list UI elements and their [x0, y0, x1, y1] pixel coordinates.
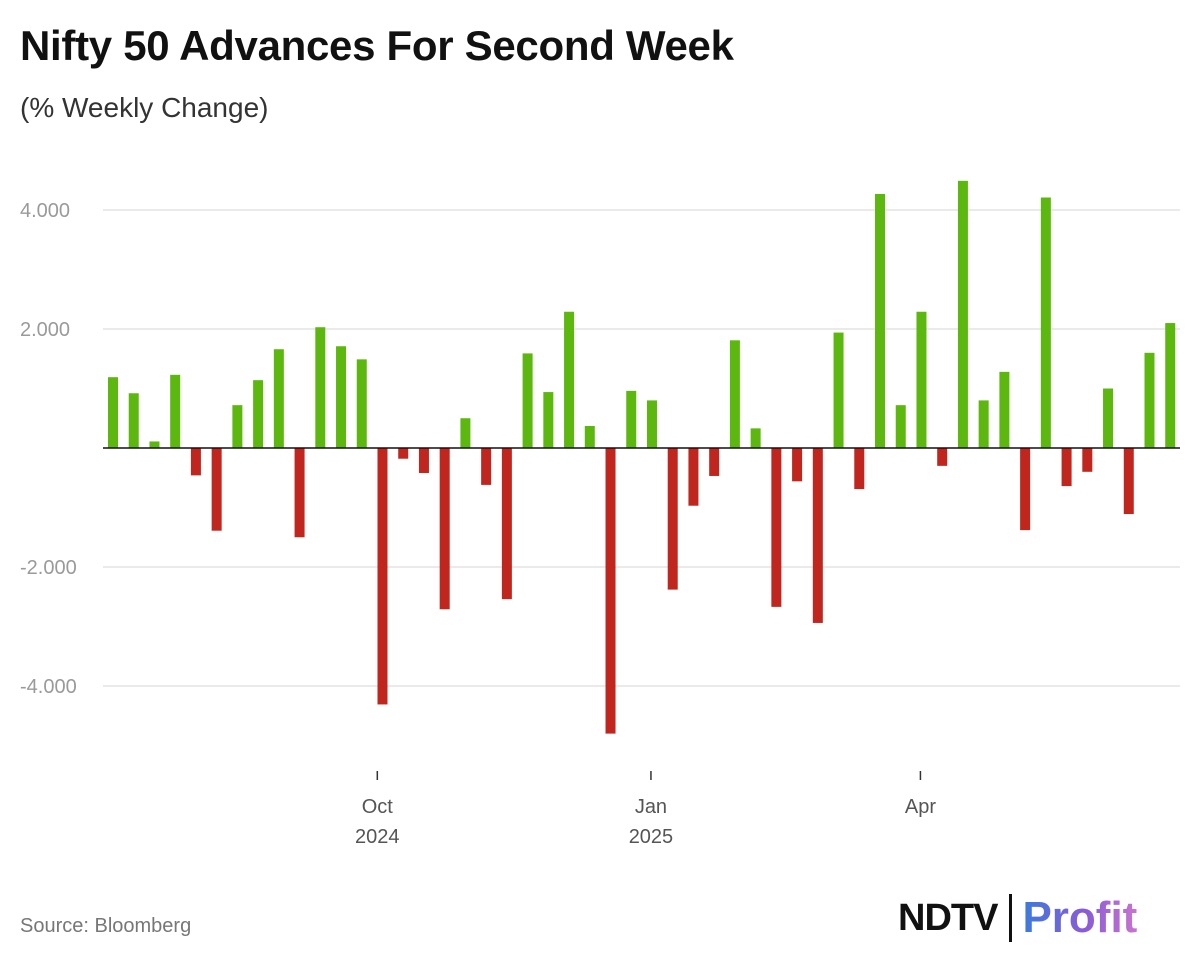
bar-positive: [999, 371, 1010, 448]
x-tick-year-label: 2025: [629, 826, 674, 848]
bar-positive: [646, 400, 657, 448]
bar-positive: [128, 393, 139, 448]
x-tick-label: Jan: [635, 796, 667, 818]
bar-positive: [626, 390, 637, 448]
bars: [108, 180, 1176, 734]
bar-negative: [688, 448, 699, 506]
bar-positive: [833, 332, 844, 448]
logo-ndtv-text: NDTV: [898, 896, 998, 939]
bar-negative: [439, 448, 450, 610]
bar-negative: [709, 448, 720, 476]
bar-positive: [916, 311, 927, 448]
bar-positive: [1040, 197, 1051, 448]
bar-negative: [418, 448, 429, 473]
bar-positive: [895, 405, 906, 448]
bar-positive: [978, 400, 989, 448]
bar-positive: [460, 418, 471, 448]
bar-negative: [1123, 448, 1134, 515]
source-note: Source: Bloomberg: [20, 915, 192, 937]
bar-positive: [522, 353, 533, 448]
bar-positive: [1103, 388, 1114, 448]
bar-positive: [957, 180, 968, 448]
bar-positive: [149, 441, 160, 448]
bar-positive: [356, 359, 367, 449]
bar-negative: [1082, 448, 1093, 472]
ndtv-profit-logo: NDTV Profit: [898, 890, 1137, 946]
bar-negative: [1020, 448, 1031, 531]
bar-negative: [294, 448, 305, 538]
bar-negative: [190, 448, 201, 476]
bar-positive: [1144, 352, 1155, 448]
bar-negative: [771, 448, 782, 607]
x-tick-label: Oct: [362, 796, 394, 818]
bar-positive: [750, 428, 761, 449]
bar-positive: [170, 374, 181, 448]
x-tick-year-label: 2024: [355, 826, 400, 848]
bar-positive: [543, 392, 554, 448]
bar-positive: [336, 346, 347, 448]
gridlines: [103, 209, 1180, 687]
x-tick-label: Apr: [905, 796, 936, 818]
bar-negative: [792, 448, 803, 482]
chart-subtitle: (% Weekly Change): [20, 92, 269, 123]
weekly-change-bar-chart: -4.000 -2.000 2.000 4.000 Oct 2024 Jan 2025 Apr: [20, 180, 1180, 848]
bar-negative: [501, 448, 512, 600]
bar-positive: [729, 340, 740, 449]
bar-positive: [875, 193, 886, 448]
bar-negative: [481, 448, 492, 485]
bar-negative: [937, 448, 948, 466]
bar-positive: [584, 425, 595, 449]
bar-positive: [108, 377, 118, 448]
y-tick-label: -4.000: [20, 676, 77, 698]
bar-negative: [377, 448, 388, 705]
bar-negative: [1061, 448, 1072, 487]
bar-negative: [398, 448, 409, 459]
logo-divider: [1009, 894, 1013, 942]
bar-negative: [605, 448, 616, 734]
bar-positive: [232, 405, 243, 448]
bar-positive: [315, 327, 326, 448]
bar-negative: [667, 448, 678, 590]
axes: -4.000 -2.000 2.000 4.000 Oct 2024 Jan 2025 Apr: [20, 200, 1180, 848]
y-tick-label: 2.000: [20, 319, 70, 341]
chart-title: Nifty 50 Advances For Second Week: [20, 22, 734, 69]
bar-positive: [253, 380, 264, 448]
bar-positive: [564, 311, 575, 448]
y-tick-label: -2.000: [20, 557, 77, 579]
bar-positive: [273, 349, 284, 448]
bar-negative: [211, 448, 222, 531]
bar-negative: [854, 448, 865, 490]
logo-profit-text: Profit: [1022, 893, 1138, 942]
bar-negative: [812, 448, 823, 623]
bar-positive: [1165, 323, 1176, 448]
y-tick-label: 4.000: [20, 200, 70, 222]
